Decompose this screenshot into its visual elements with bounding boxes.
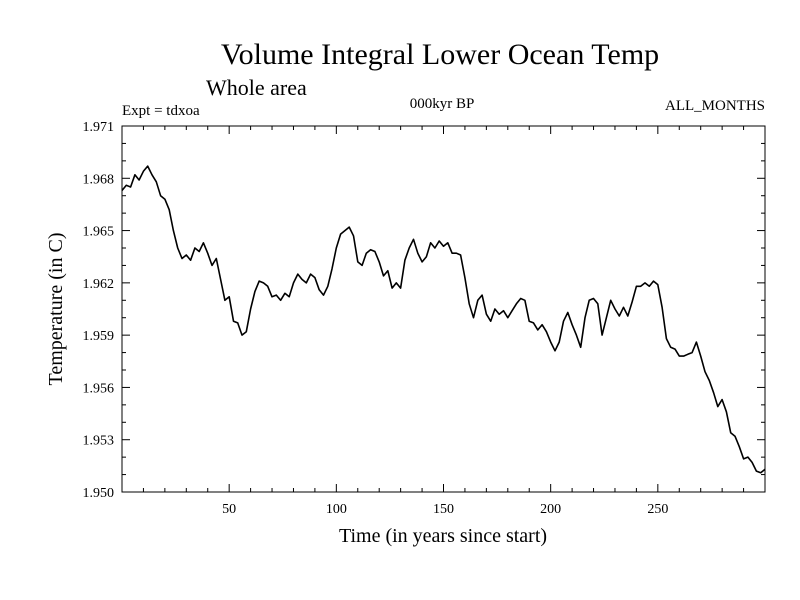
chart-subtitle: Whole area (206, 75, 307, 100)
x-tick-label: 50 (222, 502, 236, 517)
y-tick-label: 1.962 (83, 277, 115, 292)
y-tick-label: 1.971 (83, 120, 115, 135)
x-tick-label: 150 (433, 502, 454, 517)
y-tick-label: 1.968 (83, 172, 115, 187)
y-tick-label: 1.950 (83, 486, 115, 501)
y-tick-label: 1.956 (83, 381, 115, 396)
chart-title: Volume Integral Lower Ocean Temp (221, 38, 659, 71)
x-tick-labels: 50 100 150 200 250 (222, 502, 668, 517)
x-tick-label: 100 (326, 502, 347, 517)
series-line-0 (121, 165, 766, 474)
y-tick-label: 1.965 (83, 225, 115, 240)
data-layer (121, 165, 766, 474)
annotation-left: Expt = tdxoa (122, 103, 200, 119)
annotation-center: 000kyr BP (410, 96, 475, 112)
x-tick-label: 250 (647, 502, 668, 517)
annotation-right: ALL_MONTHS (665, 98, 765, 114)
axis-ticks (122, 126, 765, 492)
x-axis-label: Time (in years since start) (339, 525, 547, 547)
x-tick-label: 200 (540, 502, 561, 517)
y-axis-label: Temperature (in C) (45, 233, 67, 386)
y-tick-label: 1.959 (83, 329, 115, 344)
y-tick-labels: 1.950 1.953 1.956 1.959 1.962 1.965 1.968 1.971 (83, 120, 115, 501)
plot-frame (121, 125, 766, 493)
y-tick-label: 1.953 (83, 434, 115, 449)
